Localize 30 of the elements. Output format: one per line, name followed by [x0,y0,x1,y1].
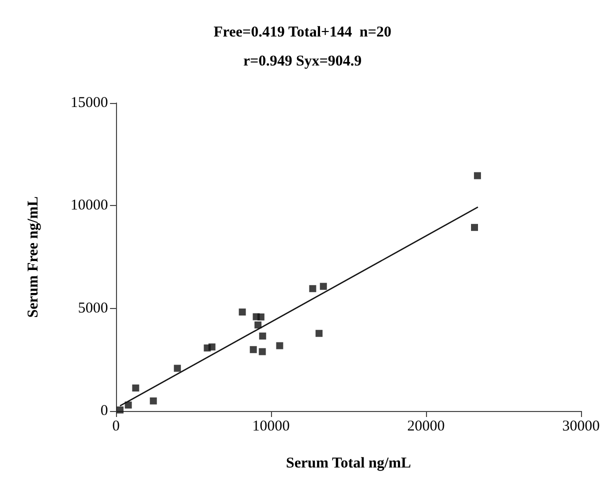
point [254,321,262,328]
x-tick-label: 30000 [562,418,600,434]
point [150,397,157,404]
point [124,402,132,409]
x-tick-label: 0 [112,418,120,434]
point [258,348,266,356]
point [320,282,327,290]
x-tick-label: 10000 [252,418,290,434]
y-tick-label: 15000 [70,95,108,111]
y-tick-label: 5000 [78,300,108,316]
point [132,384,140,392]
point [276,342,284,350]
x-axis-title: Serum Total ng/mL [286,456,412,472]
x-tick-label: 20000 [407,418,445,434]
point [250,346,257,354]
y-tick-label: 0 [100,403,108,419]
y-tick-label: 10000 [70,198,108,214]
point [238,308,246,316]
y-axis-title: Serum Free ng/mL [26,196,42,318]
chart-title: Free=0.419 Total+144 n=20 [214,24,392,40]
point [316,330,323,337]
point [116,406,124,414]
point [259,332,266,340]
point [208,343,216,350]
point [471,224,478,231]
point [309,285,316,292]
point [474,172,481,180]
chart-subtitle: r=0.949 Syx=904.9 [243,54,362,70]
point [257,313,264,320]
point [174,364,181,372]
